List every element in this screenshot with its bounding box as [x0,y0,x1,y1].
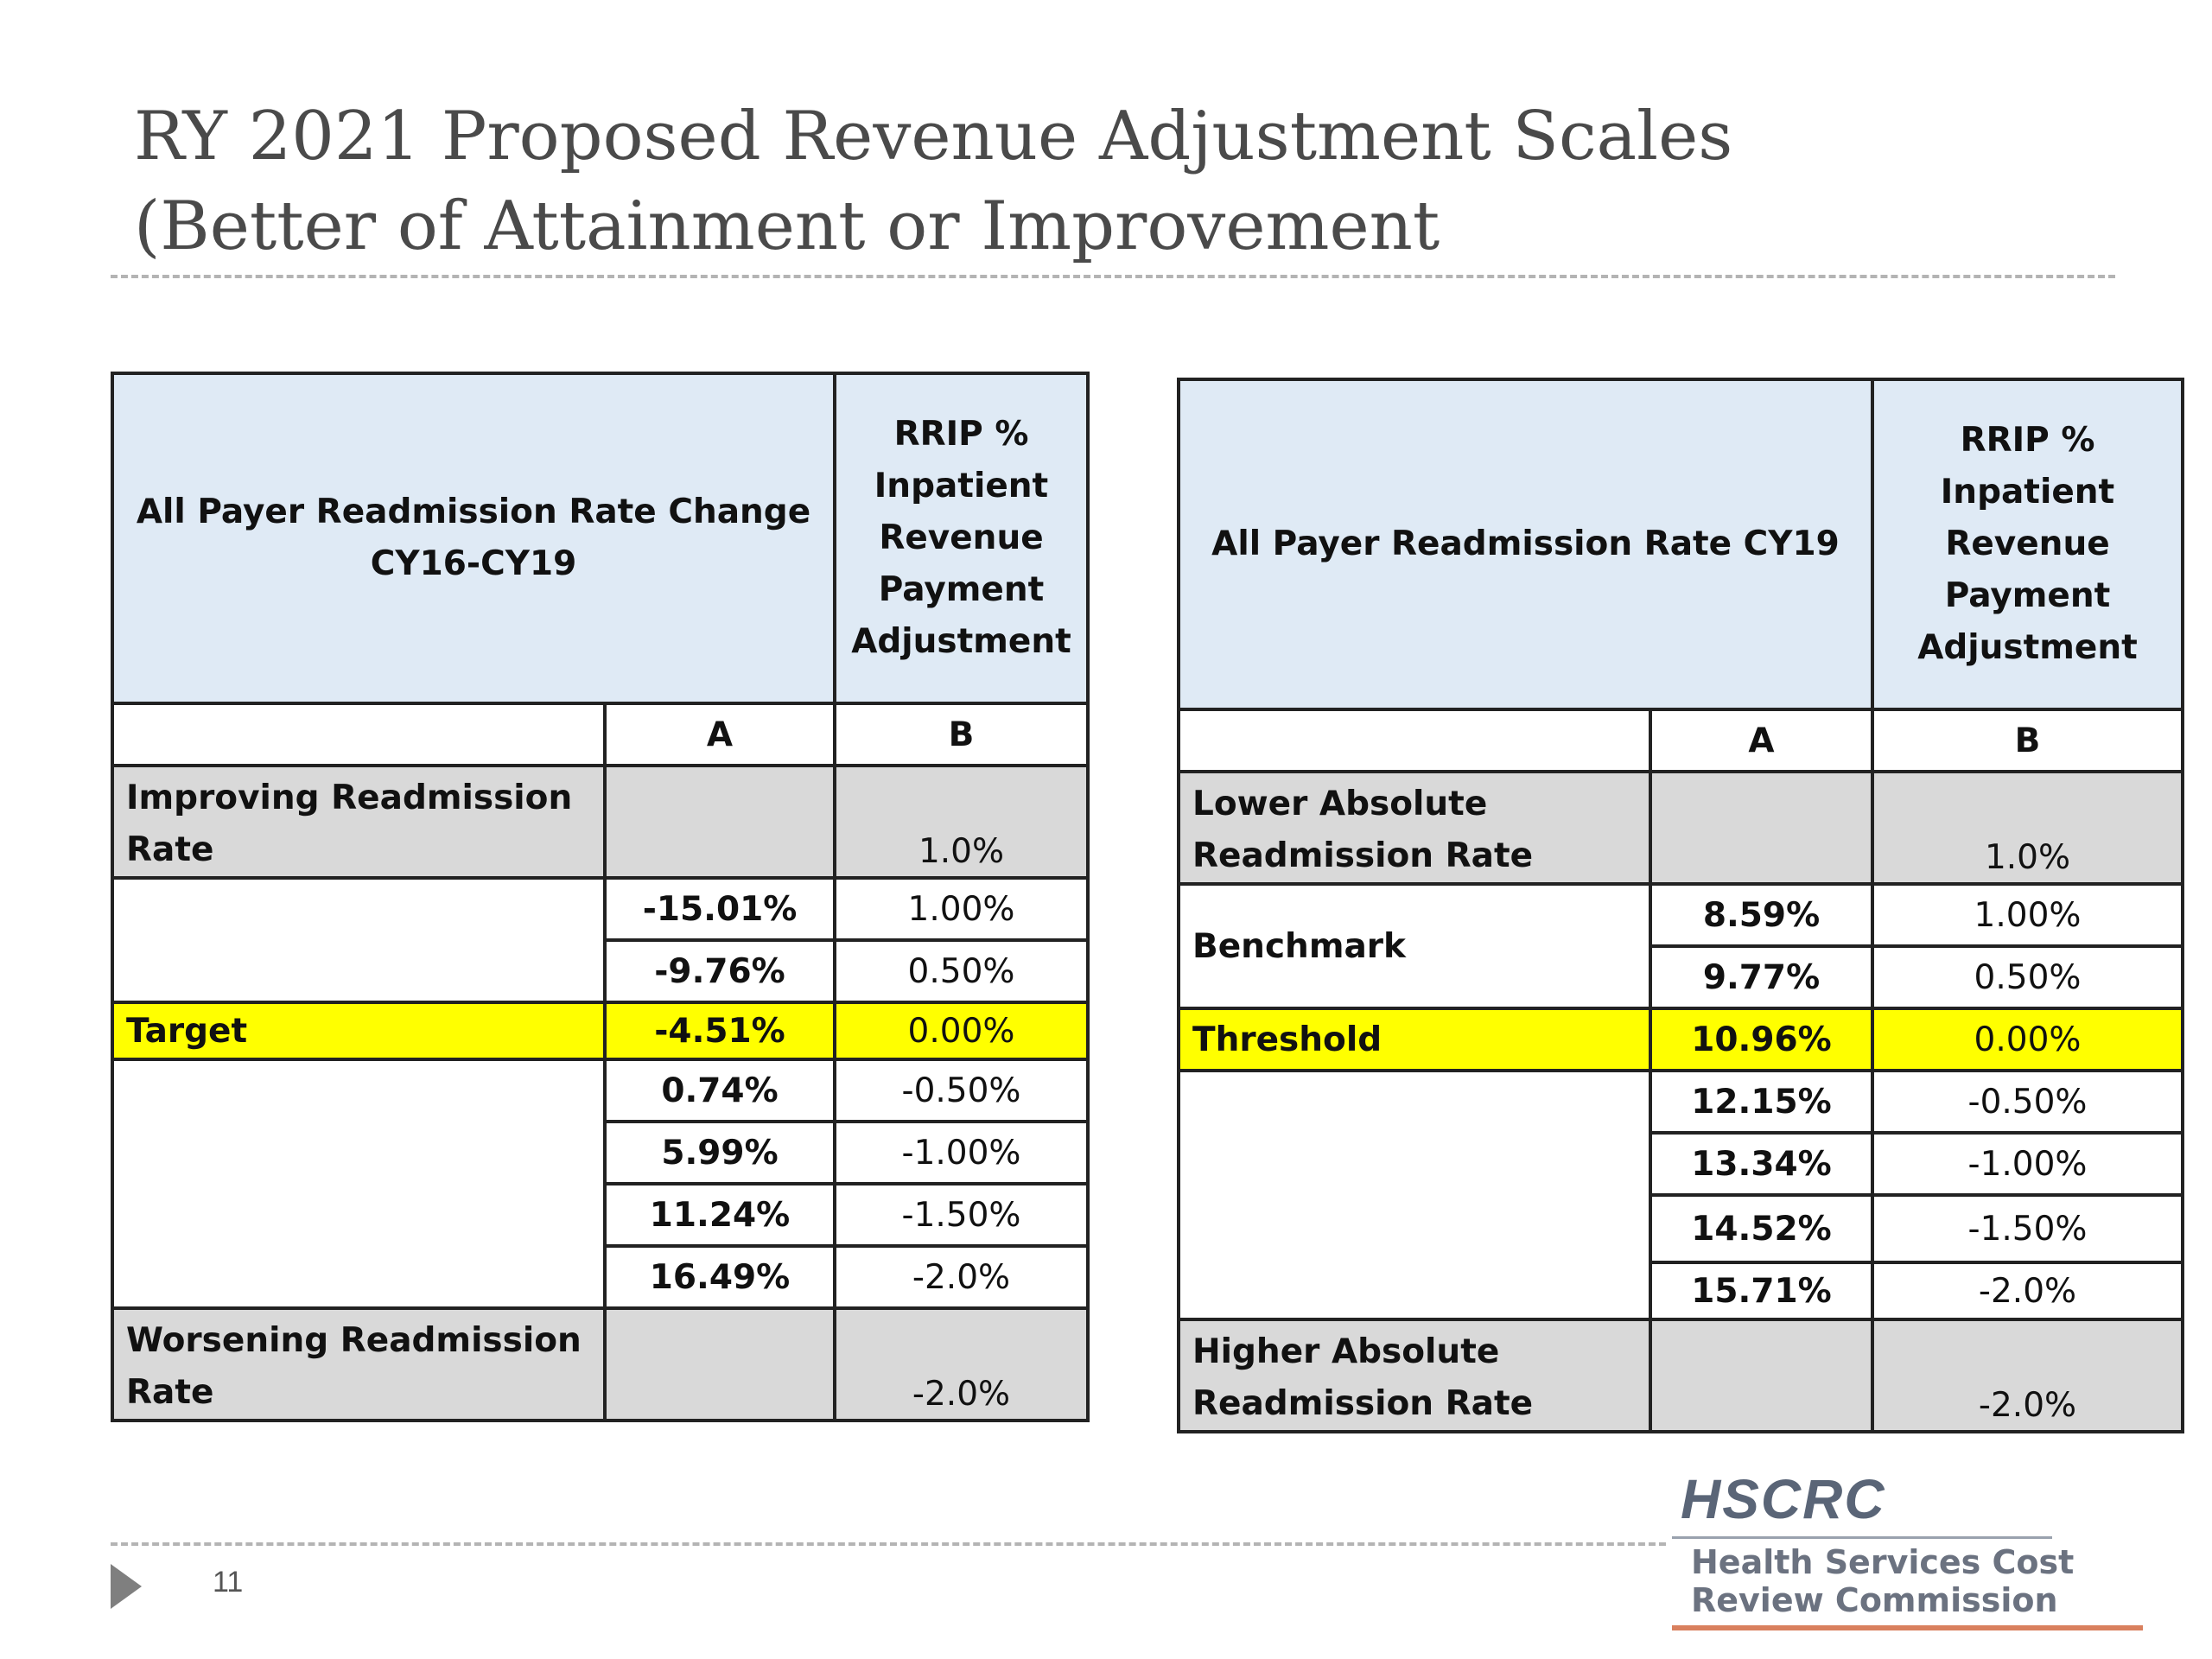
payment-value: 0.50% [1871,944,2184,1010]
payment-value: -1.00% [833,1120,1090,1185]
slide-title-line-1: RY 2021 Proposed Revenue Adjustment Scal… [134,98,1733,175]
payment-value: -2.0% [833,1244,1090,1310]
logo-text-line-2: Review Commission [1691,1581,2058,1619]
table-row: 16.49% -2.0% [112,1244,1090,1310]
rate-value: 5.99% [603,1120,836,1185]
table-header-row: All Payer Readmission Rate Change CY16-C… [111,372,1090,705]
band-payment: -2.0% [833,1306,1090,1422]
table-row: 13.34% -1.00% [1179,1131,2184,1197]
column-b-label: B [833,702,1090,767]
rate-value: 11.24% [603,1182,836,1248]
blank-cell [111,702,607,767]
measure-header: All Payer Readmission Rate CY19 [1177,378,1874,711]
threshold-row: Threshold 10.96% 0.00% [1177,1007,2184,1072]
rate-value: 9.77% [1649,944,1874,1010]
logo-text-line-1: Health Services Cost [1691,1543,2075,1581]
target-label: Target [111,1001,607,1061]
logo-accent-bar [1672,1625,2143,1630]
payment-value: 0.50% [833,938,1090,1004]
benchmark-label: Benchmark [1177,882,1652,1010]
payment-value: -1.50% [833,1182,1090,1248]
table-row: -9.76% 0.50% [112,938,1090,1004]
payment-value: -0.50% [1871,1069,2184,1135]
rate-value: 10.96% [1649,1007,1874,1072]
payment-value: -2.0% [1871,1261,2184,1321]
footer-divider [111,1542,1666,1546]
target-row: Target -4.51% 0.00% [111,1001,1090,1061]
payment-value: -1.50% [1871,1193,2184,1264]
band-a-cell [603,764,836,880]
rate-value: 12.15% [1649,1069,1874,1135]
blank-cell [1177,708,1652,773]
logo-divider [1672,1536,2052,1539]
table-row: 12.15% -0.50% [1177,1069,2184,1321]
column-a-label: A [1649,708,1874,773]
rate-value: -4.51% [603,1001,836,1061]
rate-value: 13.34% [1649,1131,1874,1197]
rate-value: -9.76% [603,938,836,1004]
rate-value: 16.49% [603,1244,836,1310]
column-a-label: A [603,702,836,767]
top-band-row: Lower Absolute Readmission Rate 1.0% [1177,770,2184,886]
band-payment: 1.0% [1871,770,2184,886]
band-label: Improving Readmission Rate [111,764,607,880]
top-band-row: Improving Readmission Rate 1.0% [111,764,1090,880]
band-label: Lower Absolute Readmission Rate [1177,770,1652,886]
logo-mark: HSCRC [1681,1468,1886,1530]
row-label [111,876,607,1004]
payment-value: -1.00% [1871,1131,2184,1197]
band-payment: -2.0% [1871,1318,2184,1433]
table-row: Benchmark 8.59% 1.00% [1177,882,2184,1010]
row-label [111,1058,607,1310]
band-label: Higher Absolute Readmission Rate [1177,1318,1652,1433]
column-letter-row: A B [1177,708,2184,773]
table-row: 5.99% -1.00% [112,1120,1090,1185]
table-row: 11.24% -1.50% [112,1182,1090,1248]
slide-number: 11 [213,1566,244,1599]
column-b-label: B [1871,708,2184,773]
slide-arrow-icon [111,1564,142,1609]
column-letter-row: A B [111,702,1090,767]
bottom-band-row: Higher Absolute Readmission Rate -2.0% [1177,1318,2184,1433]
table-header-row: All Payer Readmission Rate CY19 RRIP % I… [1177,378,2184,711]
slide-title-line-2: (Better of Attainment or Improvement [134,188,1440,265]
band-a-cell [1649,1318,1874,1433]
table-row: 15.71% -2.0% [1179,1261,2184,1321]
rate-value: 8.59% [1649,882,1874,948]
title-divider [111,275,2115,278]
row-label [1177,1069,1652,1321]
table-row: 9.77% 0.50% [1179,944,2184,1010]
improvement-scale-table: All Payer Readmission Rate Change CY16-C… [111,372,1090,1422]
band-a-cell [603,1306,836,1422]
table-row: -15.01% 1.00% [111,876,1090,1004]
table-row: 14.52% -1.50% [1179,1193,2184,1264]
band-label: Worsening Readmission Rate [111,1306,607,1422]
rate-value: 15.71% [1649,1261,1874,1321]
rate-value: -15.01% [603,876,836,942]
slide-title: RY 2021 Proposed Revenue Adjustment Scal… [134,92,2121,271]
band-payment: 1.0% [833,764,1090,880]
rate-value: 0.74% [603,1058,836,1123]
bottom-band-row: Worsening Readmission Rate -2.0% [111,1306,1090,1422]
measure-header: All Payer Readmission Rate Change CY16-C… [111,372,836,705]
payment-value: 0.00% [1871,1007,2184,1072]
threshold-label: Threshold [1177,1007,1652,1072]
table-row: 0.74% -0.50% [111,1058,1090,1310]
payment-value: 0.00% [833,1001,1090,1061]
attainment-scale-table: All Payer Readmission Rate CY19 RRIP % I… [1177,378,2184,1433]
payment-value: 1.00% [1871,882,2184,948]
band-a-cell [1649,770,1874,886]
payment-header: RRIP % Inpatient Revenue Payment Adjustm… [833,372,1090,705]
hscrc-logo: HSCRC Health Services Cost Review Commis… [1672,1467,2143,1633]
payment-header: RRIP % Inpatient Revenue Payment Adjustm… [1871,378,2184,711]
payment-value: -0.50% [833,1058,1090,1123]
payment-value: 1.00% [833,876,1090,942]
rate-value: 14.52% [1649,1193,1874,1264]
